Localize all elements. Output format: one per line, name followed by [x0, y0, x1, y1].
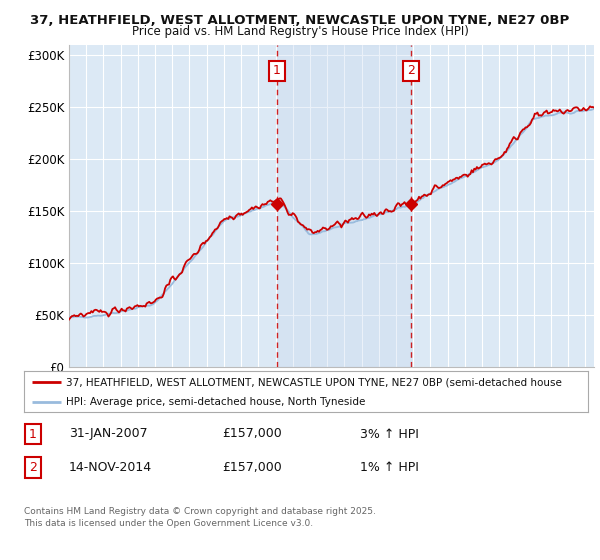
- Text: HPI: Average price, semi-detached house, North Tyneside: HPI: Average price, semi-detached house,…: [66, 396, 365, 407]
- Text: 2: 2: [29, 461, 37, 474]
- Text: 1: 1: [273, 64, 281, 77]
- Text: 3% ↑ HPI: 3% ↑ HPI: [360, 427, 419, 441]
- Text: Price paid vs. HM Land Registry's House Price Index (HPI): Price paid vs. HM Land Registry's House …: [131, 25, 469, 38]
- Text: 2: 2: [407, 64, 415, 77]
- Text: 37, HEATHFIELD, WEST ALLOTMENT, NEWCASTLE UPON TYNE, NE27 0BP: 37, HEATHFIELD, WEST ALLOTMENT, NEWCASTL…: [31, 14, 569, 27]
- Bar: [277, 45, 411, 367]
- Text: 1% ↑ HPI: 1% ↑ HPI: [360, 461, 419, 474]
- Text: 1: 1: [29, 427, 37, 441]
- Text: 14-NOV-2014: 14-NOV-2014: [69, 461, 152, 474]
- Text: £157,000: £157,000: [222, 427, 282, 441]
- Text: 31-JAN-2007: 31-JAN-2007: [69, 427, 148, 441]
- Text: Contains HM Land Registry data © Crown copyright and database right 2025.
This d: Contains HM Land Registry data © Crown c…: [24, 507, 376, 528]
- Text: 37, HEATHFIELD, WEST ALLOTMENT, NEWCASTLE UPON TYNE, NE27 0BP (semi-detached hou: 37, HEATHFIELD, WEST ALLOTMENT, NEWCASTL…: [66, 377, 562, 387]
- Text: £157,000: £157,000: [222, 461, 282, 474]
